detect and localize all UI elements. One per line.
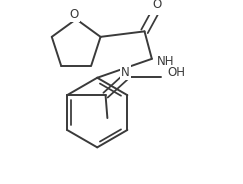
Text: O: O	[70, 8, 79, 21]
Text: N: N	[121, 66, 130, 79]
Text: NH: NH	[157, 55, 175, 68]
Text: OH: OH	[168, 66, 186, 79]
Text: O: O	[153, 0, 162, 11]
